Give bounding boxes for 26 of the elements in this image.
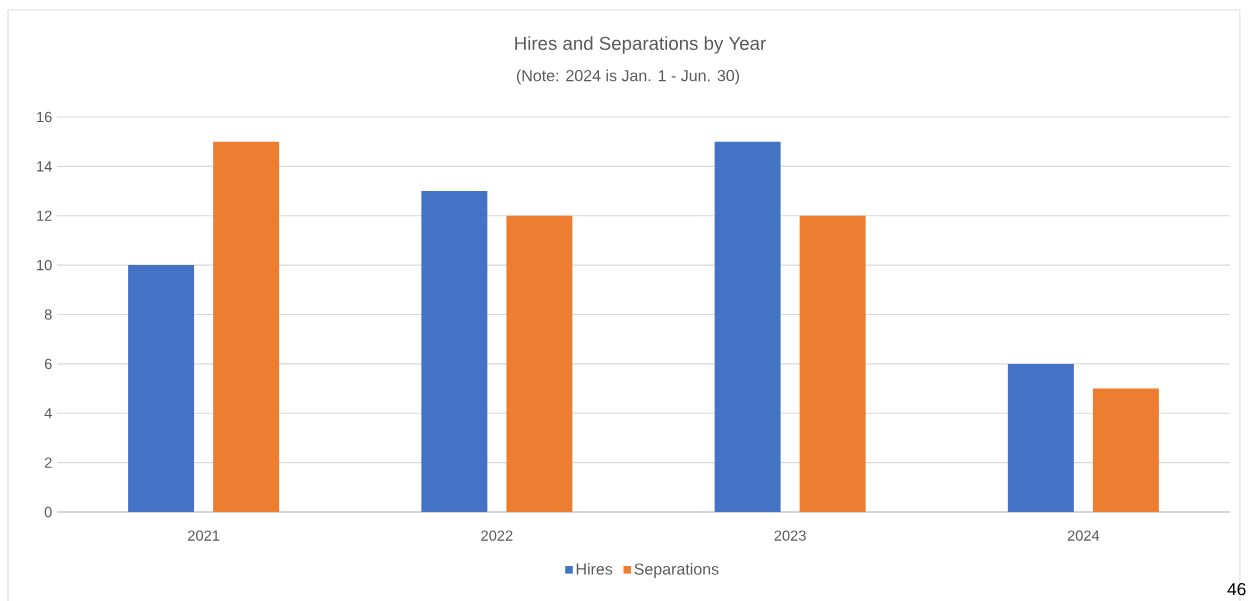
y-tick-label: 12	[37, 210, 52, 221]
y-tick-label: 4	[44, 408, 52, 419]
legend-label: Hires	[576, 563, 613, 575]
bar	[506, 215, 573, 512]
x-tick-label: 2022	[481, 530, 513, 541]
y-tick-label: 6	[44, 358, 52, 370]
y-tick-label: 2	[44, 457, 52, 468]
y-tick-label: 16	[37, 111, 52, 123]
y-tick-label: 10	[37, 259, 52, 271]
y-tick-label: 0	[44, 506, 52, 518]
bar	[799, 215, 866, 512]
bar	[128, 265, 195, 512]
text: 46	[1227, 583, 1246, 596]
y-tick-label: 8	[44, 309, 52, 320]
bar	[714, 141, 781, 512]
legend-label: Separations	[634, 563, 719, 578]
chart-subtitle: (Note: 2024 is Jan. 1 - Jun. 30)	[516, 69, 740, 85]
x-tick-label: 2021	[188, 530, 220, 541]
x-tick-label: 2024	[1067, 530, 1100, 541]
chart-title: Hires and Separations by Year	[515, 36, 766, 54]
bar	[1092, 388, 1159, 512]
bar	[213, 141, 280, 512]
bar	[1007, 363, 1074, 512]
y-tick-label: 14	[37, 161, 52, 172]
bar	[421, 191, 488, 512]
x-tick-label: 2023	[774, 530, 806, 541]
